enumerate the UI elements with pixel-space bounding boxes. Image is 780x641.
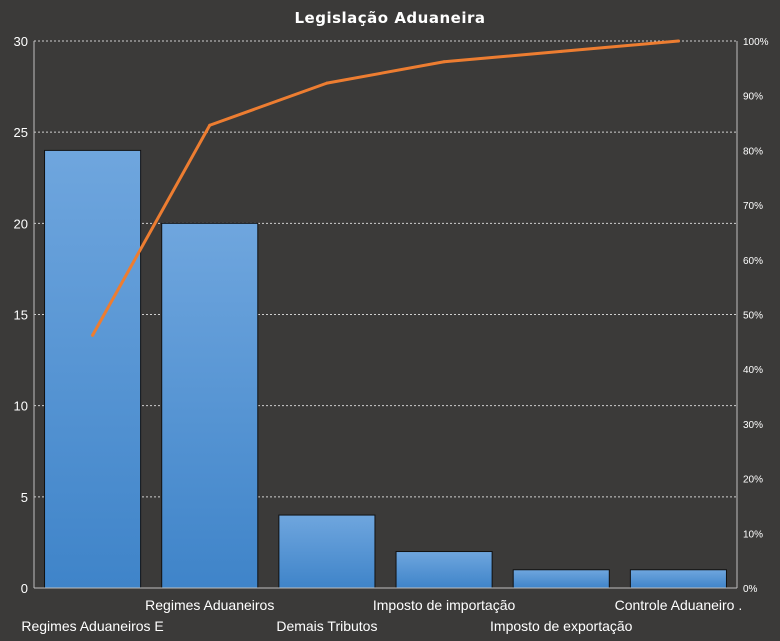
cumulative-line-path xyxy=(91,39,680,337)
y2-tick-label: 100% xyxy=(743,37,769,48)
category-labels: Regimes Aduaneiros E Regimes AduaneirosDe… xyxy=(21,597,742,634)
y-tick-label: 10 xyxy=(14,399,28,414)
bar xyxy=(44,149,142,589)
y-tick-label: 15 xyxy=(14,308,28,323)
y2-tick-label: 20% xyxy=(743,475,763,486)
line-point xyxy=(559,49,563,53)
chart-title: Legislação Aduaneira xyxy=(294,9,485,27)
y-tick-label: 20 xyxy=(14,216,28,231)
right-axis: 0% 10% 20% 30% 40% 50% 60% 70% 80% 90% 100% xyxy=(736,37,769,595)
y2-tick-label: 10% xyxy=(743,529,763,540)
y-tick-label: 0 xyxy=(21,581,28,596)
y2-tick-label: 0% xyxy=(743,584,758,595)
category-label: Imposto de importação xyxy=(373,597,516,613)
bars xyxy=(44,149,727,589)
category-label: Regimes Aduaneiros E xyxy=(21,618,163,634)
y-tick-label: 30 xyxy=(14,34,28,49)
y2-tick-label: 30% xyxy=(743,420,763,431)
y2-tick-label: 90% xyxy=(743,92,763,103)
y2-tick-label: 60% xyxy=(743,256,763,267)
line-point xyxy=(208,123,212,127)
y2-tick-label: 70% xyxy=(743,201,763,212)
y-tick-label: 5 xyxy=(21,490,28,505)
line-point xyxy=(442,60,446,64)
category-label: Imposto de exportação xyxy=(490,618,633,634)
category-label: Demais Tributos xyxy=(276,618,377,634)
category-label: Controle Aduaneiro . xyxy=(615,597,743,613)
line-point xyxy=(676,39,680,43)
bar xyxy=(161,222,259,589)
bar xyxy=(395,551,493,589)
line-point xyxy=(91,333,95,337)
category-label: Regimes Aduaneiros xyxy=(145,597,274,613)
bar xyxy=(512,569,610,589)
bar xyxy=(629,569,727,589)
gridlines xyxy=(34,40,737,498)
bar xyxy=(278,514,376,589)
y2-tick-label: 40% xyxy=(743,365,763,376)
y-tick-label: 25 xyxy=(14,125,28,140)
left-axis: 0 5 10 15 20 25 30 xyxy=(14,34,737,596)
y2-tick-label: 80% xyxy=(743,146,763,157)
line-point xyxy=(325,81,329,85)
y2-tick-label: 50% xyxy=(743,311,763,322)
cumulative-line xyxy=(91,39,680,337)
